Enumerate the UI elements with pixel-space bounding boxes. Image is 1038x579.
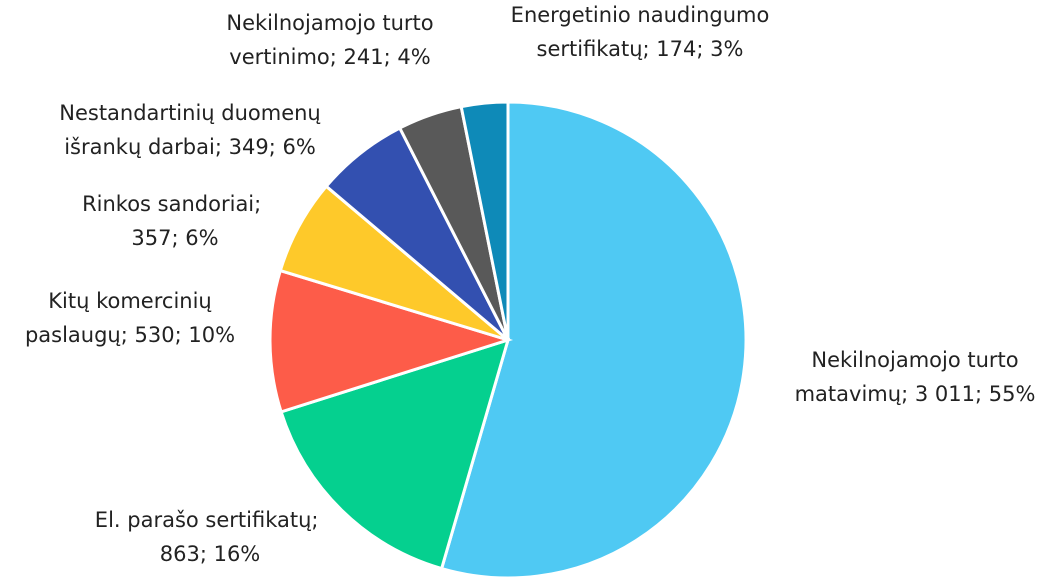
label-part: Nekilnojamojo turto: [811, 348, 1018, 372]
label-part: 863: [160, 542, 200, 566]
label-part: 16%: [214, 542, 261, 566]
label-part: 3%: [710, 37, 743, 61]
slice-label: Nestandartinių duomenų išrankų darbai; 34…: [59, 101, 321, 159]
label-part: ;: [901, 382, 915, 406]
label-part: ;: [269, 135, 283, 159]
label-part: ;: [175, 323, 189, 347]
label-part: 357: [131, 226, 171, 250]
label-part: ;: [330, 45, 344, 69]
slice-label: Nekilnojamojo turto matavimų; 3 011; 55%: [795, 348, 1036, 406]
label-part: 3 011: [915, 382, 975, 406]
label-part: Kitų komercinių: [48, 289, 211, 313]
label-part: Energetinio naudingumo: [511, 3, 770, 27]
pie-slice: [439, 100, 748, 579]
pie-slice: [268, 268, 514, 414]
label-part: ;: [975, 382, 989, 406]
label-part: ;: [200, 542, 214, 566]
label-part: 4%: [397, 45, 430, 69]
label-part: 530: [135, 323, 175, 347]
label-part: 55%: [989, 382, 1036, 406]
label-part: matavimų: [795, 382, 901, 406]
label-part: Nekilnojamojo turto: [226, 11, 433, 35]
label-part: El. parašo sertifikatų: [95, 508, 312, 532]
label-part: sertifikatų: [537, 37, 643, 61]
label-part: 6%: [282, 135, 315, 159]
slice-label: Nekilnojamojo turto vertinimo; 241; 4%: [226, 11, 433, 69]
label-part: 241: [344, 45, 384, 69]
label-part: 10%: [188, 323, 235, 347]
label-part: 174: [656, 37, 696, 61]
label-part: ;: [121, 323, 135, 347]
label-part: 6%: [185, 226, 218, 250]
pie-slice: [459, 100, 510, 341]
slice-label: El. parašo sertifikatų; 863; 16%: [95, 508, 325, 566]
slice-label: Rinkos sandoriai; 357; 6%: [82, 192, 268, 250]
label-part: Rinkos sandoriai: [82, 192, 254, 216]
label-part: paslaugų: [25, 323, 121, 347]
label-part: ;: [311, 508, 325, 532]
label-part: ;: [254, 192, 268, 216]
label-part: ;: [696, 37, 710, 61]
label-part: ;: [643, 37, 657, 61]
slice-label: Energetinio naudingumo sertifikatų; 174; …: [511, 3, 770, 61]
label-part: Nestandartinių duomenų: [59, 101, 321, 125]
label-part: išrankų darbai: [64, 135, 215, 159]
label-part: vertinimo: [229, 45, 330, 69]
label-part: ;: [215, 135, 229, 159]
label-part: ;: [172, 226, 186, 250]
slice-label: Kitų komercinių paslaugų; 530; 10%: [25, 289, 235, 347]
pie-slice: [279, 337, 511, 571]
label-part: ;: [384, 45, 398, 69]
label-part: 349: [229, 135, 269, 159]
